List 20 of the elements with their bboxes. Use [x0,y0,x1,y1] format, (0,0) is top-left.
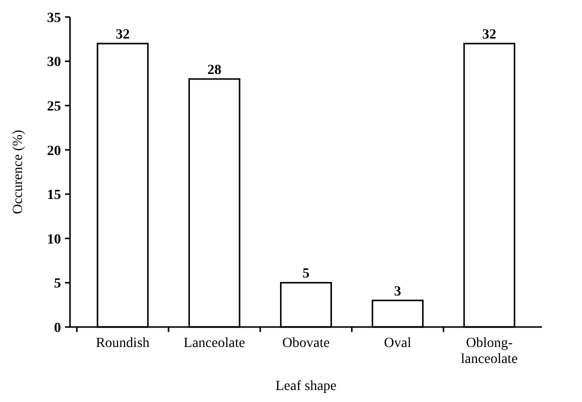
y-tick-label: 25 [47,99,61,114]
data-label: 28 [207,63,222,78]
x-tick-label: Roundish [96,336,150,351]
data-label: 5 [302,266,310,282]
y-tick-label: 0 [54,320,61,336]
y-tick-label: 10 [47,232,61,248]
x-axis-title: Leaf shape [275,379,337,394]
y-axis-title: Occurence (%) [11,130,26,214]
data-label: 3 [394,284,402,300]
x-tick-label: Oblong-lanceolate [460,336,518,367]
x-tick-label: Obovate [282,336,330,351]
y-tick-label: 20 [47,144,61,159]
y-tick-label: 15 [47,188,61,204]
data-label: 32 [116,28,130,43]
y-tick-label: 5 [54,276,61,292]
x-tick-label: Oval [384,336,412,351]
y-tick-label: 35 [47,10,61,26]
data-label: 32 [482,28,496,43]
x-tick-label: Lanceolate [184,336,246,351]
y-tick-label: 30 [47,55,61,70]
